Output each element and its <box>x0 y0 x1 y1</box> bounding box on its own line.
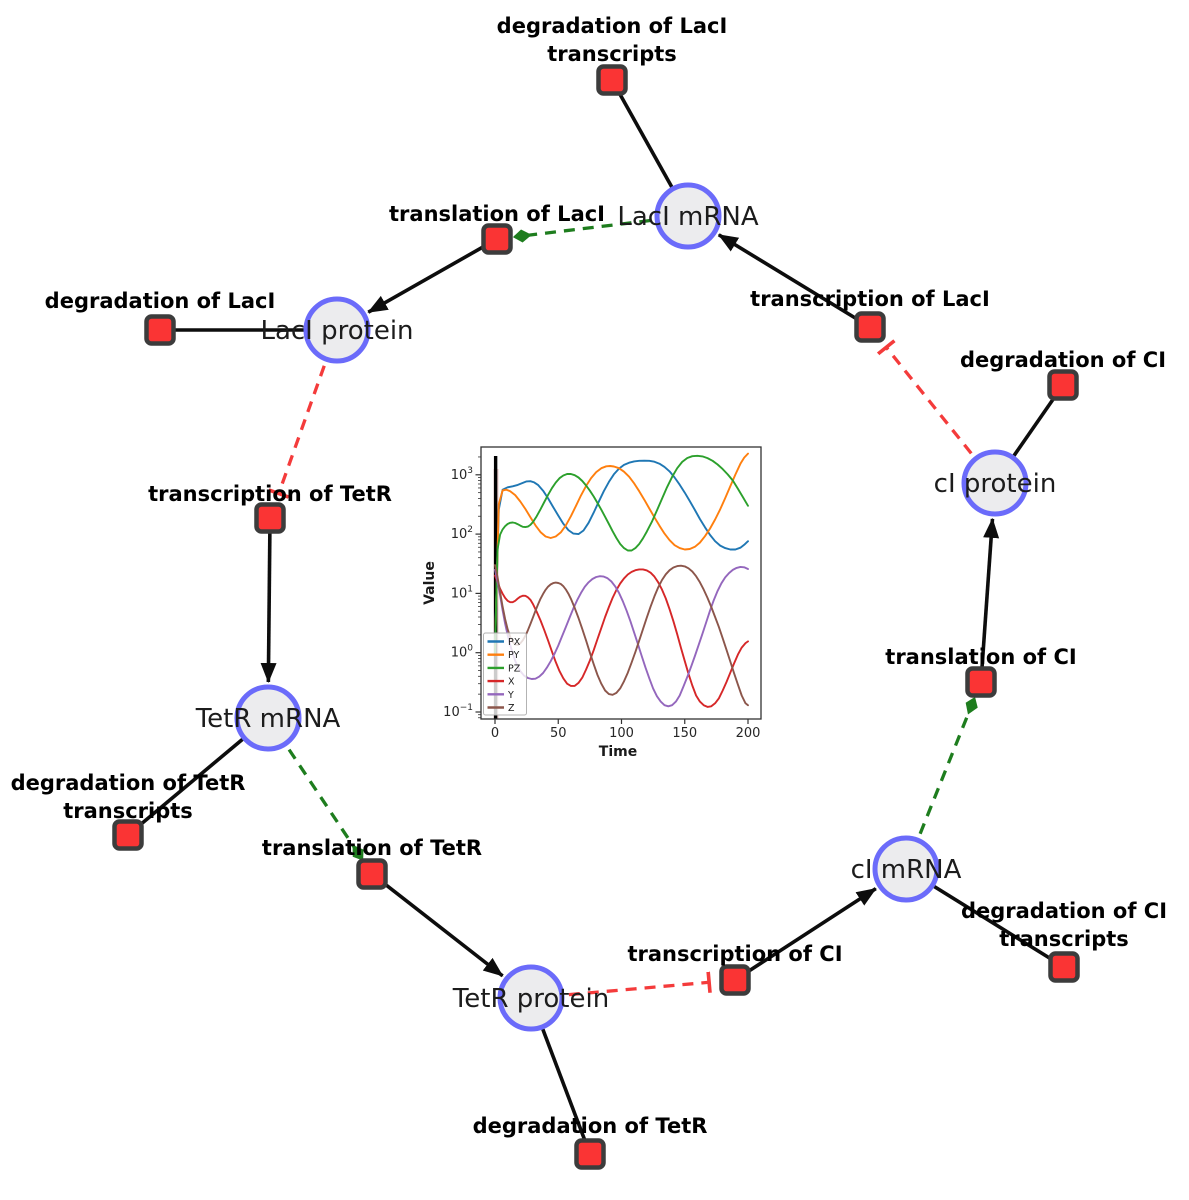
reaction-label-degradation-of-ci-transcripts: degradation of CI <box>961 899 1167 923</box>
x-tick-label: 100 <box>609 726 634 741</box>
reaction-label-degradation-of-laci-transcripts: transcripts <box>547 42 677 66</box>
legend-label-Y: Y <box>507 690 514 701</box>
y-tick-label: 100 <box>451 644 474 661</box>
species-label-tetr-mrna: TetR mRNA <box>195 704 341 734</box>
species-node-ci-protein <box>961 449 1029 517</box>
reaction-label-degradation-of-ci-transcripts: transcripts <box>999 927 1129 951</box>
species-label-laci-protein: LacI protein <box>260 316 413 346</box>
x-tick-label: 50 <box>550 726 567 741</box>
species-node-laci-mrna <box>654 182 722 250</box>
reaction-label-degradation-of-tetr-transcripts: transcripts <box>63 799 193 823</box>
edge-arrow-translation-of-laci-to-laci-protein <box>367 237 498 314</box>
reaction-label-degradation-of-ci: degradation of CI <box>960 348 1166 372</box>
inset-timecourse-chart: 0 50 100 150 20010−1100101102103TimeValuePXP… <box>422 446 762 760</box>
species-node-laci-protein <box>303 296 371 364</box>
edge-arrow-transcription-of-tetr-to-tetr-mrna <box>260 517 277 684</box>
reaction-node-translation-of-laci <box>481 223 513 255</box>
reaction-label-translation-of-laci: translation of LacI <box>389 202 605 226</box>
reaction-label-degradation-of-laci-transcripts: degradation of LacI <box>497 14 728 38</box>
y-tick-label: 103 <box>451 466 473 483</box>
x-tick-label: 0 <box>491 726 499 741</box>
legend-label-PZ: PZ <box>508 663 521 674</box>
series-line-Z <box>494 564 749 707</box>
reaction-node-transcription-of-tetr <box>254 502 286 534</box>
reaction-node-degradation-of-tetr <box>574 1138 606 1170</box>
reaction-node-translation-of-ci <box>965 666 997 698</box>
reaction-node-degradation-of-laci-transcripts <box>596 64 628 96</box>
reaction-node-transcription-of-ci <box>719 964 751 996</box>
chart-legend: PX PY PZ XYZ <box>483 632 527 716</box>
y-axis-title: Value <box>422 561 438 605</box>
x-tick-label: 200 <box>736 726 761 741</box>
species-node-ci-mrna <box>872 835 940 903</box>
species-label-laci-mrna: LacI mRNA <box>617 202 758 232</box>
y-tick-label: 102 <box>451 525 473 542</box>
reaction-label-transcription-of-laci: transcription of LacI <box>750 287 990 311</box>
species-label-ci-protein: cI protein <box>934 469 1057 499</box>
species-node-tetr-mrna <box>234 684 302 752</box>
reaction-label-degradation-of-laci: degradation of LacI <box>45 289 276 313</box>
edge-arrow-transcription-of-laci-to-laci-mrna <box>717 233 871 329</box>
reaction-node-degradation-of-laci <box>144 314 176 346</box>
series-line-PZ <box>494 454 749 654</box>
species-node-tetr-protein <box>497 964 565 1032</box>
species-layer: LacI mRNA LacI protein TetR mRNA TetR prote… <box>195 182 1057 1032</box>
reaction-label-degradation-of-tetr: degradation of TetR <box>473 1114 708 1138</box>
series-layer <box>494 452 749 708</box>
reaction-node-degradation-of-ci <box>1047 369 1079 401</box>
legend-label-X: X <box>508 677 515 688</box>
species-label-ci-mrna: cI mRNA <box>851 855 962 885</box>
reaction-label-transcription-of-ci: transcription of CI <box>627 942 842 966</box>
y-tick-label: 10−1 <box>443 703 473 720</box>
reaction-label-translation-of-ci: translation of CI <box>885 645 1076 669</box>
species-label-tetr-protein: TetR protein <box>452 984 609 1014</box>
reaction-node-translation-of-tetr <box>356 858 388 890</box>
legend-label-PY: PY <box>508 650 520 661</box>
legend-label-Z: Z <box>508 703 515 714</box>
reaction-node-degradation-of-ci-transcripts <box>1048 951 1080 983</box>
edge-arrow-translation-of-tetr-to-tetr-protein <box>370 872 504 978</box>
reaction-label-transcription-of-tetr: transcription of TetR <box>148 482 392 506</box>
y-tick-label: 101 <box>451 584 473 601</box>
x-axis-title: Time <box>599 744 637 760</box>
reaction-label-translation-of-tetr: translation of TetR <box>262 836 482 860</box>
x-tick-label: 150 <box>672 726 697 741</box>
reaction-layer: degradation of LacI transcripts translatio… <box>11 14 1167 1170</box>
series-line-PY <box>494 452 749 649</box>
edge-arrow-translation-of-ci-to-ci-protein <box>979 517 1000 683</box>
reaction-label-degradation-of-tetr-transcripts: degradation of TetR <box>11 771 246 795</box>
series-line-X <box>494 568 749 708</box>
edge-arrow-transcription-of-ci-to-ci-mrna <box>734 887 877 982</box>
legend-label-PX: PX <box>508 637 521 648</box>
edge-green-dashed-arrow-ci-mrna-to-translation-of-ci <box>904 696 978 870</box>
reaction-node-degradation-of-tetr-transcripts <box>112 819 144 851</box>
reaction-node-transcription-of-laci <box>854 311 886 343</box>
